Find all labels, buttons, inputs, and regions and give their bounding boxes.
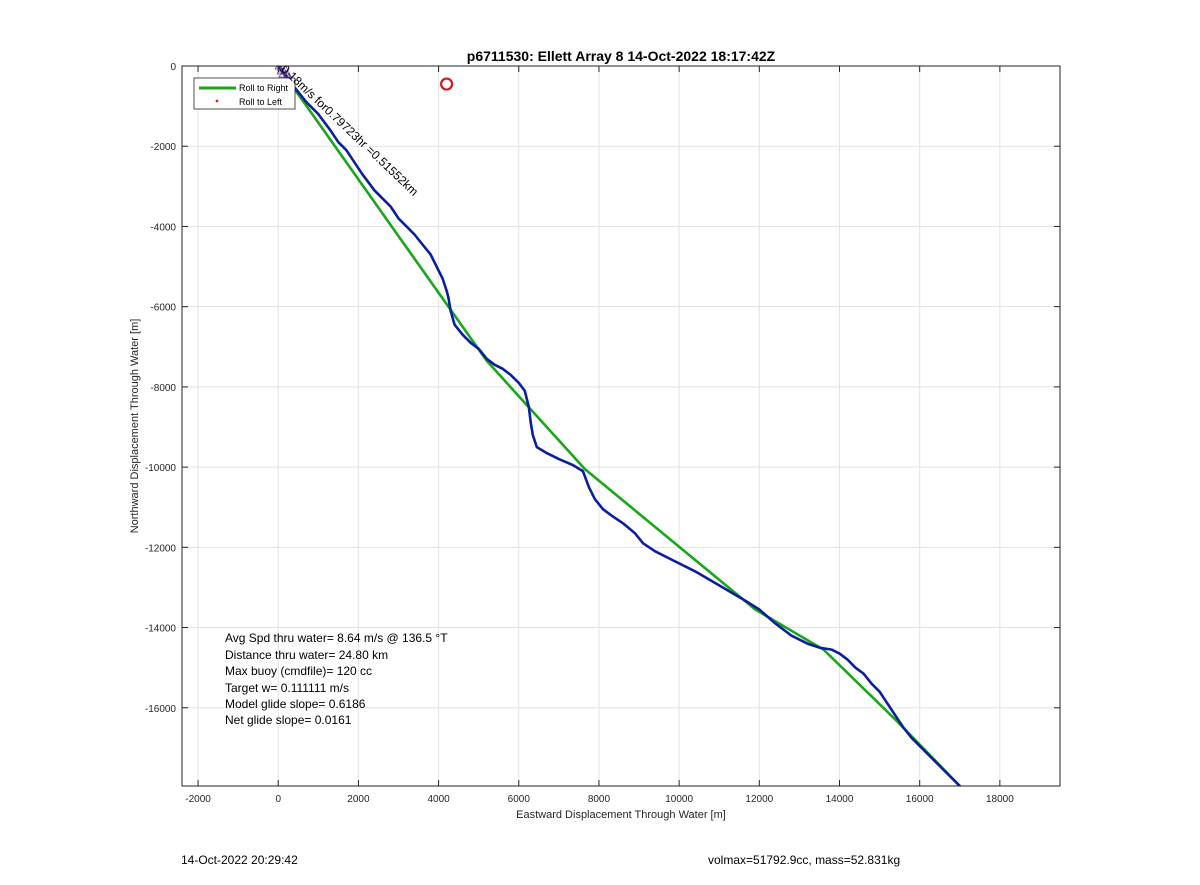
x-tick-label: 18000 <box>986 794 1014 805</box>
y-tick-label: -14000 <box>145 624 177 635</box>
y-tick-label: 0 <box>170 62 176 73</box>
series-glider-track <box>276 66 962 786</box>
stat-distance: Distance thru water= 24.80 km <box>225 648 388 662</box>
chart-title: p6711530: Ellett Array 8 14-Oct-2022 18:… <box>467 48 776 64</box>
stat-avg-speed: Avg Spd thru water= 8.64 m/s @ 136.5 °T <box>225 631 448 645</box>
x-tick-label: 14000 <box>826 794 854 805</box>
x-tick-label: 0 <box>275 794 281 805</box>
plot-frame <box>181 65 1061 787</box>
legend-box <box>193 77 296 110</box>
footer-timestamp: 14-Oct-2022 20:29:42 <box>181 853 298 867</box>
stat-max-buoy: Max buoy (cmdfile)= 120 cc <box>225 664 372 678</box>
y-tick-labels: 0 -2000 -4000 -6000 -8000 -10000 -12000 -14000 -… <box>145 62 177 715</box>
x-tick-label: 8000 <box>588 794 611 805</box>
x-tick-label: 16000 <box>906 794 934 805</box>
plot-area <box>182 66 1060 786</box>
footer-volmax-mass: volmax=51792.9cc, mass=52.831kg <box>708 853 901 867</box>
stat-model-glide-slope: Model glide slope= 0.6186 <box>225 697 366 711</box>
legend: Roll to Right Roll to Left <box>193 77 296 110</box>
x-tick-label: 4000 <box>427 794 450 805</box>
y-axis-label: Northward Displacement Through Water [m] <box>129 319 141 534</box>
stats-box: Avg Spd thru water= 8.64 m/s @ 136.5 °T … <box>225 631 448 727</box>
legend-label-roll-right: Roll to Right <box>239 83 289 93</box>
x-tick-label: 6000 <box>508 794 531 805</box>
x-tick-label: 10000 <box>665 794 693 805</box>
y-tick-label: -10000 <box>145 463 177 474</box>
x-tick-labels: -2000 0 2000 4000 6000 8000 10000 12000 14000 160… <box>185 794 1014 805</box>
y-tick-label: -8000 <box>150 383 176 394</box>
legend-label-roll-left: Roll to Left <box>239 97 283 107</box>
x-tick-label: 12000 <box>745 794 773 805</box>
tick-marks <box>182 65 1060 786</box>
y-tick-label: -4000 <box>150 222 176 233</box>
y-tick-label: -12000 <box>145 543 177 554</box>
stat-net-glide-slope: Net glide slope= 0.0161 <box>225 713 352 727</box>
y-tick-label: -2000 <box>150 142 176 153</box>
x-tick-label: -2000 <box>185 794 211 805</box>
legend-swatch-roll-left <box>215 99 219 103</box>
stat-target-w: Target w= 0.111111 m/s <box>225 681 349 695</box>
start-marker <box>281 66 289 72</box>
y-tick-label: -6000 <box>150 303 176 314</box>
y-tick-label: -16000 <box>145 704 177 715</box>
series-layer <box>274 66 962 786</box>
x-axis-label: Eastward Displacement Through Water [m] <box>516 809 726 821</box>
x-tick-label: 2000 <box>347 794 370 805</box>
series-roll-to-right <box>277 66 962 786</box>
target-circle-marker <box>440 77 454 91</box>
